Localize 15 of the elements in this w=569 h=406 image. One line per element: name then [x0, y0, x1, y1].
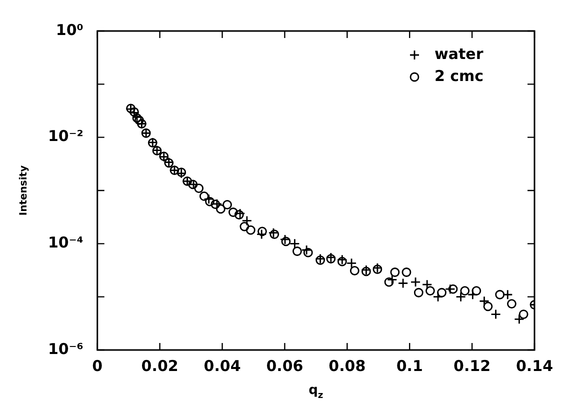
- x-tick-label: 0.1: [396, 356, 423, 375]
- legend-label: water: [434, 44, 484, 63]
- x-tick-label: 0.04: [204, 356, 241, 375]
- legend-label: 2 cmc: [434, 66, 484, 85]
- y-tick-label: 10⁰: [56, 20, 84, 39]
- y-tick-label: 10⁻⁴: [48, 234, 84, 252]
- x-tick-label: 0.02: [141, 356, 178, 375]
- x-tick-label: 0.14: [516, 356, 554, 375]
- y-axis-title: Intensity: [18, 164, 30, 216]
- y-tick-label: 10⁻⁶: [48, 340, 84, 358]
- x-tick-label: 0.06: [266, 356, 304, 375]
- x-tick-label: 0.12: [454, 356, 491, 375]
- y-tick-label: 10⁻²: [48, 127, 84, 146]
- x-tick-label: 0.08: [328, 356, 366, 375]
- x-tick-label: 0: [92, 356, 103, 375]
